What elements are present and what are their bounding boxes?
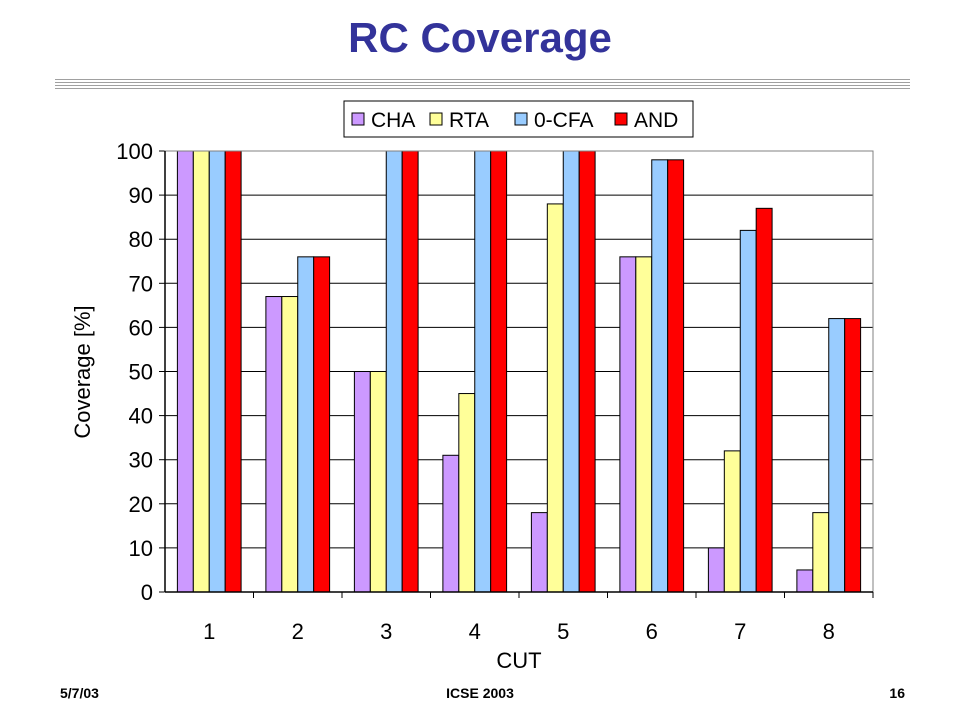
y-tick-label: 50 [129,360,153,385]
bar-0-cfa-cut-8 [828,318,846,593]
bar-0-cfa-cut-1 [208,150,226,593]
y-tick-label: 30 [129,448,153,473]
x-tick-label: 8 [823,619,835,644]
tick-labels: 0 10 20 30 40 50 60 70 80 90 100 1 2 3 4 5 6 7 8 [116,139,835,644]
bar-and-cut-8 [844,318,862,593]
bar-0-cfa-cut-4 [474,150,492,593]
bar-rta-cut-2 [281,296,299,593]
y-tick-label: 10 [129,536,153,561]
bar-and-cut-6 [667,159,685,593]
bar-rta-cut-4 [458,393,476,593]
legend: CHA RTA 0-CFA AND [343,100,694,138]
y-tick-label: 90 [129,183,153,208]
x-tick-label: 3 [380,619,392,644]
bar-rta-cut-8 [812,512,830,593]
bar-and-cut-5 [578,150,596,593]
footer-page-number: 16 [889,685,905,701]
bar-0-cfa-cut-5 [562,150,580,593]
x-tick-label: 2 [292,619,304,644]
bar-and-cut-3 [401,150,419,593]
bar-and-cut-1 [224,150,242,593]
bar-0-cfa-cut-3 [385,150,403,593]
x-tick-label: 4 [469,619,481,644]
legend-label: RTA [449,109,489,132]
bars [176,150,862,593]
bar-rta-cut-5 [546,203,564,593]
bar-rta-cut-3 [369,371,387,593]
bar-cha-cut-2 [265,296,283,593]
footer-venue: ICSE 2003 [446,685,514,701]
title-underline [55,79,910,89]
bar-cha-cut-8 [796,569,814,593]
bar-0-cfa-cut-2 [297,256,315,593]
axes [159,150,874,598]
legend-swatch [351,112,365,126]
bar-cha-cut-5 [530,512,548,593]
bar-cha-cut-4 [442,454,460,593]
bar-0-cfa-cut-7 [739,229,757,593]
bar-and-cut-2 [313,256,331,593]
x-tick-label: 6 [646,619,658,644]
legend-label: AND [634,109,678,132]
bar-cha-cut-6 [619,256,637,593]
slide-title: RC Coverage [348,14,612,61]
y-tick-label: 70 [129,271,153,296]
y-axis-title: Coverage [%] [70,305,95,438]
x-tick-label: 1 [203,619,215,644]
y-tick-label: 20 [129,492,153,517]
bar-and-cut-7 [755,207,773,593]
legend-swatch [429,112,443,126]
y-tick-label: 100 [116,139,153,164]
bar-and-cut-4 [490,150,508,593]
bar-rta-cut-1 [192,150,210,593]
legend-swatch [614,112,628,126]
bar-0-cfa-cut-6 [651,159,669,593]
footer-date: 5/7/03 [60,685,99,701]
bar-rta-cut-6 [635,256,653,593]
bar-cha-cut-7 [707,547,725,593]
legend-label: 0-CFA [534,109,594,132]
x-tick-label: 5 [557,619,569,644]
bar-rta-cut-7 [723,450,741,593]
bar-cha-cut-3 [353,371,371,593]
legend-label: CHA [371,109,415,132]
y-tick-label: 60 [129,315,153,340]
legend-swatch [514,112,528,126]
y-tick-label: 80 [129,227,153,252]
y-tick-label: 40 [129,404,153,429]
y-tick-label: 0 [141,580,153,605]
bar-cha-cut-1 [176,150,194,593]
x-tick-label: 7 [734,619,746,644]
x-axis-title: CUT [496,648,541,673]
